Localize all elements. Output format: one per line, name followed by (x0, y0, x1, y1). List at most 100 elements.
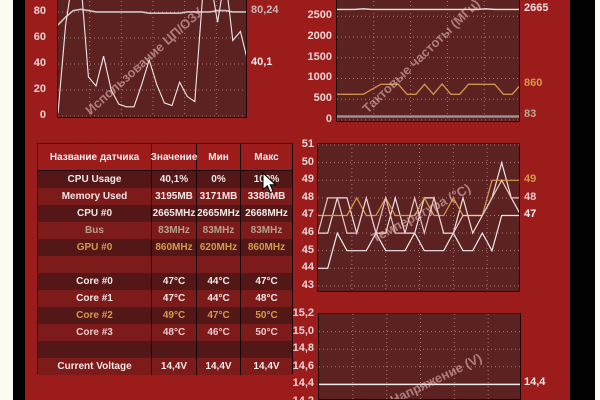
axis-tick-label: 2000 (307, 29, 332, 42)
column-header-sensor-name: Название датчика (38, 144, 152, 170)
left-desktop-gap (13, 0, 25, 400)
cell-name: Current Voltage (38, 358, 152, 375)
chart-canvas (337, 0, 519, 121)
cell-min: 2665MHz (197, 205, 241, 222)
cell-min: 83MHz (197, 222, 241, 239)
left-window-edge (0, 0, 13, 400)
cell-min: 620MHz (197, 239, 241, 256)
right-desktop-gap (570, 0, 595, 400)
cell-value (152, 341, 197, 358)
axis-tick-label: 1000 (307, 71, 332, 84)
chart-canvas (319, 314, 520, 399)
series-value-label: 47 (524, 208, 537, 221)
mouse-cursor-icon (262, 172, 277, 194)
series-core3-temp-c (318, 179, 519, 236)
axis-tick-label: 14,4 (292, 377, 314, 390)
table-row[interactable]: Bus 83MHz 83MHz 83MHz (38, 222, 292, 239)
table-row[interactable]: Core #1 47°C 44°C 48°C (38, 290, 292, 307)
cell-min: 0% (197, 171, 241, 188)
axis-tick-label: 0 (325, 112, 332, 125)
cell-max: 2668MHz (245, 208, 288, 219)
table-row[interactable]: Core #0 47°C 44°C 47°C (38, 273, 292, 290)
axis-tick-label: 20 (33, 82, 46, 95)
series-memory-used-pct (58, 8, 246, 26)
axis-tick-label: 1500 (307, 50, 332, 63)
cell-name: Core #2 (38, 307, 152, 324)
cell-value: 47°C (152, 290, 197, 307)
cell-max: 860MHz (247, 242, 286, 253)
table-row[interactable]: Core #2 49°C 47°C 50°C (38, 307, 292, 324)
axis-tick-label: 15,0 (292, 324, 314, 337)
cell-value (152, 256, 197, 273)
axis-tick-label: 51 (301, 138, 314, 151)
cell-name: Memory Used (38, 188, 152, 205)
table-row[interactable]: Memory Used 3195MB 3171MB 3388MB (38, 188, 292, 205)
axis-tick-label: 0 (39, 108, 46, 121)
cell-max: 50°C (255, 310, 278, 321)
series-cpu-usage-pct (58, 0, 246, 114)
axis-tick-label: 14,6 (292, 359, 314, 372)
table-row[interactable]: GPU #0 860MHz 620MHz 860MHz (38, 239, 292, 256)
table-row-empty (38, 341, 292, 358)
chart-plot-voltage: Напряжение (V) (318, 313, 521, 400)
axis-tick-label: 43 (301, 278, 314, 291)
right-window-edge (595, 0, 600, 400)
cell-min: 46°C (197, 324, 241, 341)
axis-tick-label: 14,8 (292, 342, 314, 355)
chart-plot-cpu-ram-usage: Использование ЦП/ОЗУ (57, 0, 247, 118)
cell-name: Core #0 (38, 273, 152, 290)
sensor-table: Название датчика Значение Мин Макс CPU U… (37, 143, 293, 375)
cell-value: 14,4V (152, 358, 197, 375)
series-value-label: 80,24 (251, 3, 279, 16)
cell-name: CPU Usage (38, 171, 152, 188)
cell-max: 3388MB (247, 191, 286, 202)
cell-min: 14,4V (197, 358, 241, 375)
axis-tick-label: 48 (301, 190, 314, 203)
series-value-label: 860 (524, 77, 543, 90)
cell-min (197, 341, 241, 358)
column-header-min: Мин (197, 144, 241, 170)
cell-max: 48°C (255, 293, 278, 304)
series-value-label: 14,4 (524, 375, 546, 388)
cell-min: 44°C (197, 273, 241, 290)
series-value-label: 49 (524, 173, 537, 186)
axis-tick-label: 80 (33, 4, 46, 17)
cell-min: 47°C (197, 307, 241, 324)
series-core0-temp-c (318, 214, 519, 269)
axis-tick-label: 15,2 (292, 307, 314, 319)
cell-max: 83MHz (250, 225, 283, 236)
table-row[interactable]: CPU #0 2665MHz 2665MHz 2668MHz (38, 205, 292, 222)
cell-name (38, 341, 152, 358)
sensor-table-header: Название датчика Значение Мин Макс (38, 144, 292, 171)
axis-tick-label: 60 (33, 30, 46, 43)
axis-tick-label: 45 (301, 243, 314, 256)
cell-min: 44°C (197, 290, 241, 307)
axis-tick-label: 50 (301, 155, 314, 168)
axis-tick-label: 44 (301, 261, 314, 274)
table-row[interactable]: Current Voltage 14,4V 14,4V 14,4V (38, 358, 292, 375)
column-header-value: Значение (151, 144, 197, 170)
cell-max: 50°C (255, 327, 278, 338)
table-row[interactable]: Core #3 48°C 46°C 50°C (38, 324, 292, 341)
axis-tick-label: 46 (301, 226, 314, 239)
cell-value: 3195MB (152, 188, 197, 205)
series-cpu-clock-mhz (337, 8, 519, 11)
cell-value: 2665MHz (152, 205, 197, 222)
cell-max: 14,4V (253, 361, 280, 372)
cell-value: 860MHz (152, 239, 197, 256)
cell-value: 40,1% (152, 171, 197, 188)
axis-tick-label: 500 (313, 92, 332, 105)
axis-tick-label: 40 (33, 56, 46, 69)
table-row-empty (38, 256, 292, 273)
cell-name: CPU #0 (38, 205, 152, 222)
cell-value: 48°C (152, 324, 197, 341)
series-gpu-clock-mhz (337, 82, 519, 96)
cell-name (38, 256, 152, 273)
cell-name: GPU #0 (38, 239, 152, 256)
cell-value: 83MHz (152, 222, 197, 239)
cell-value: 49°C (152, 307, 197, 324)
cell-name: Bus (38, 222, 152, 239)
cell-min: 3171MB (197, 188, 241, 205)
